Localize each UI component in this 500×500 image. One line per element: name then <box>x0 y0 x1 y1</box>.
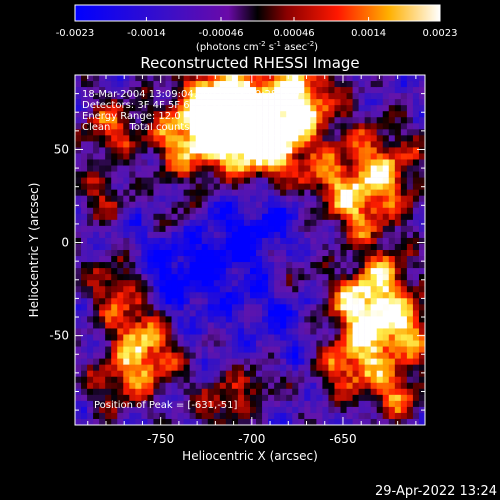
y-tick-labels: 50 0 -50 <box>49 142 69 342</box>
y-tick-label: -50 <box>49 329 69 343</box>
annotation-time-range: 18-Mar-2004 13:09:04.000 to 13:09:28.000 <box>82 89 300 100</box>
colorbar-unit-label: (photons cm-2 s-1 asec-2) <box>196 40 318 53</box>
axis-ticks <box>75 74 425 425</box>
colorbar-tick-label: 0.0023 <box>423 28 458 39</box>
colorbar-ticks <box>74 17 441 21</box>
y-tick-label: 50 <box>54 142 69 156</box>
annotations: 18-Mar-2004 13:09:04.000 to 13:09:28.000… <box>82 89 300 411</box>
timestamp: 29-Apr-2022 13:24 <box>375 484 497 499</box>
colorbar-tick-label: -0.0023 <box>56 28 95 39</box>
colorbar-tick-label: 0.00046 <box>273 28 314 39</box>
x-tick-label: -750 <box>147 432 174 446</box>
colorbar: -0.0023 -0.0014 -0.00046 0.00046 0.0014 0.002… <box>56 4 458 53</box>
annotation-peak-position: Position of Peak = [-631,-51] <box>94 400 238 411</box>
colorbar-tick-label: 0.0014 <box>351 28 386 39</box>
colorbar-tick-labels: -0.0023 -0.0014 -0.00046 0.00046 0.0014 0.002… <box>56 28 458 39</box>
x-tick-label: -700 <box>238 432 265 446</box>
plot-frame <box>74 74 426 426</box>
y-axis-label: Heliocentric Y (arcsec) <box>27 183 41 318</box>
x-tick-label: -650 <box>329 432 356 446</box>
annotation-energy-range: Energy Range: 12.0 - 25.0 keV <box>82 111 235 122</box>
y-tick-label: 0 <box>61 236 69 250</box>
plot-title: Reconstructed RHESSI Image <box>140 54 359 72</box>
annotation-detectors: Detectors: 3F 4F 5F 6F 7F 8F, Att 0 <box>82 100 256 111</box>
colorbar-tick-label: -0.00046 <box>199 28 244 39</box>
x-axis-label: Heliocentric X (arcsec) <box>182 449 318 463</box>
annotation-clean-counts: Clean Total counts: 947 <box>82 122 215 133</box>
heatmap-image <box>75 75 425 425</box>
x-tick-labels: -750 -700 -650 <box>147 432 357 446</box>
colorbar-strip <box>74 4 441 22</box>
colorbar-tick-label: -0.0014 <box>127 28 166 39</box>
